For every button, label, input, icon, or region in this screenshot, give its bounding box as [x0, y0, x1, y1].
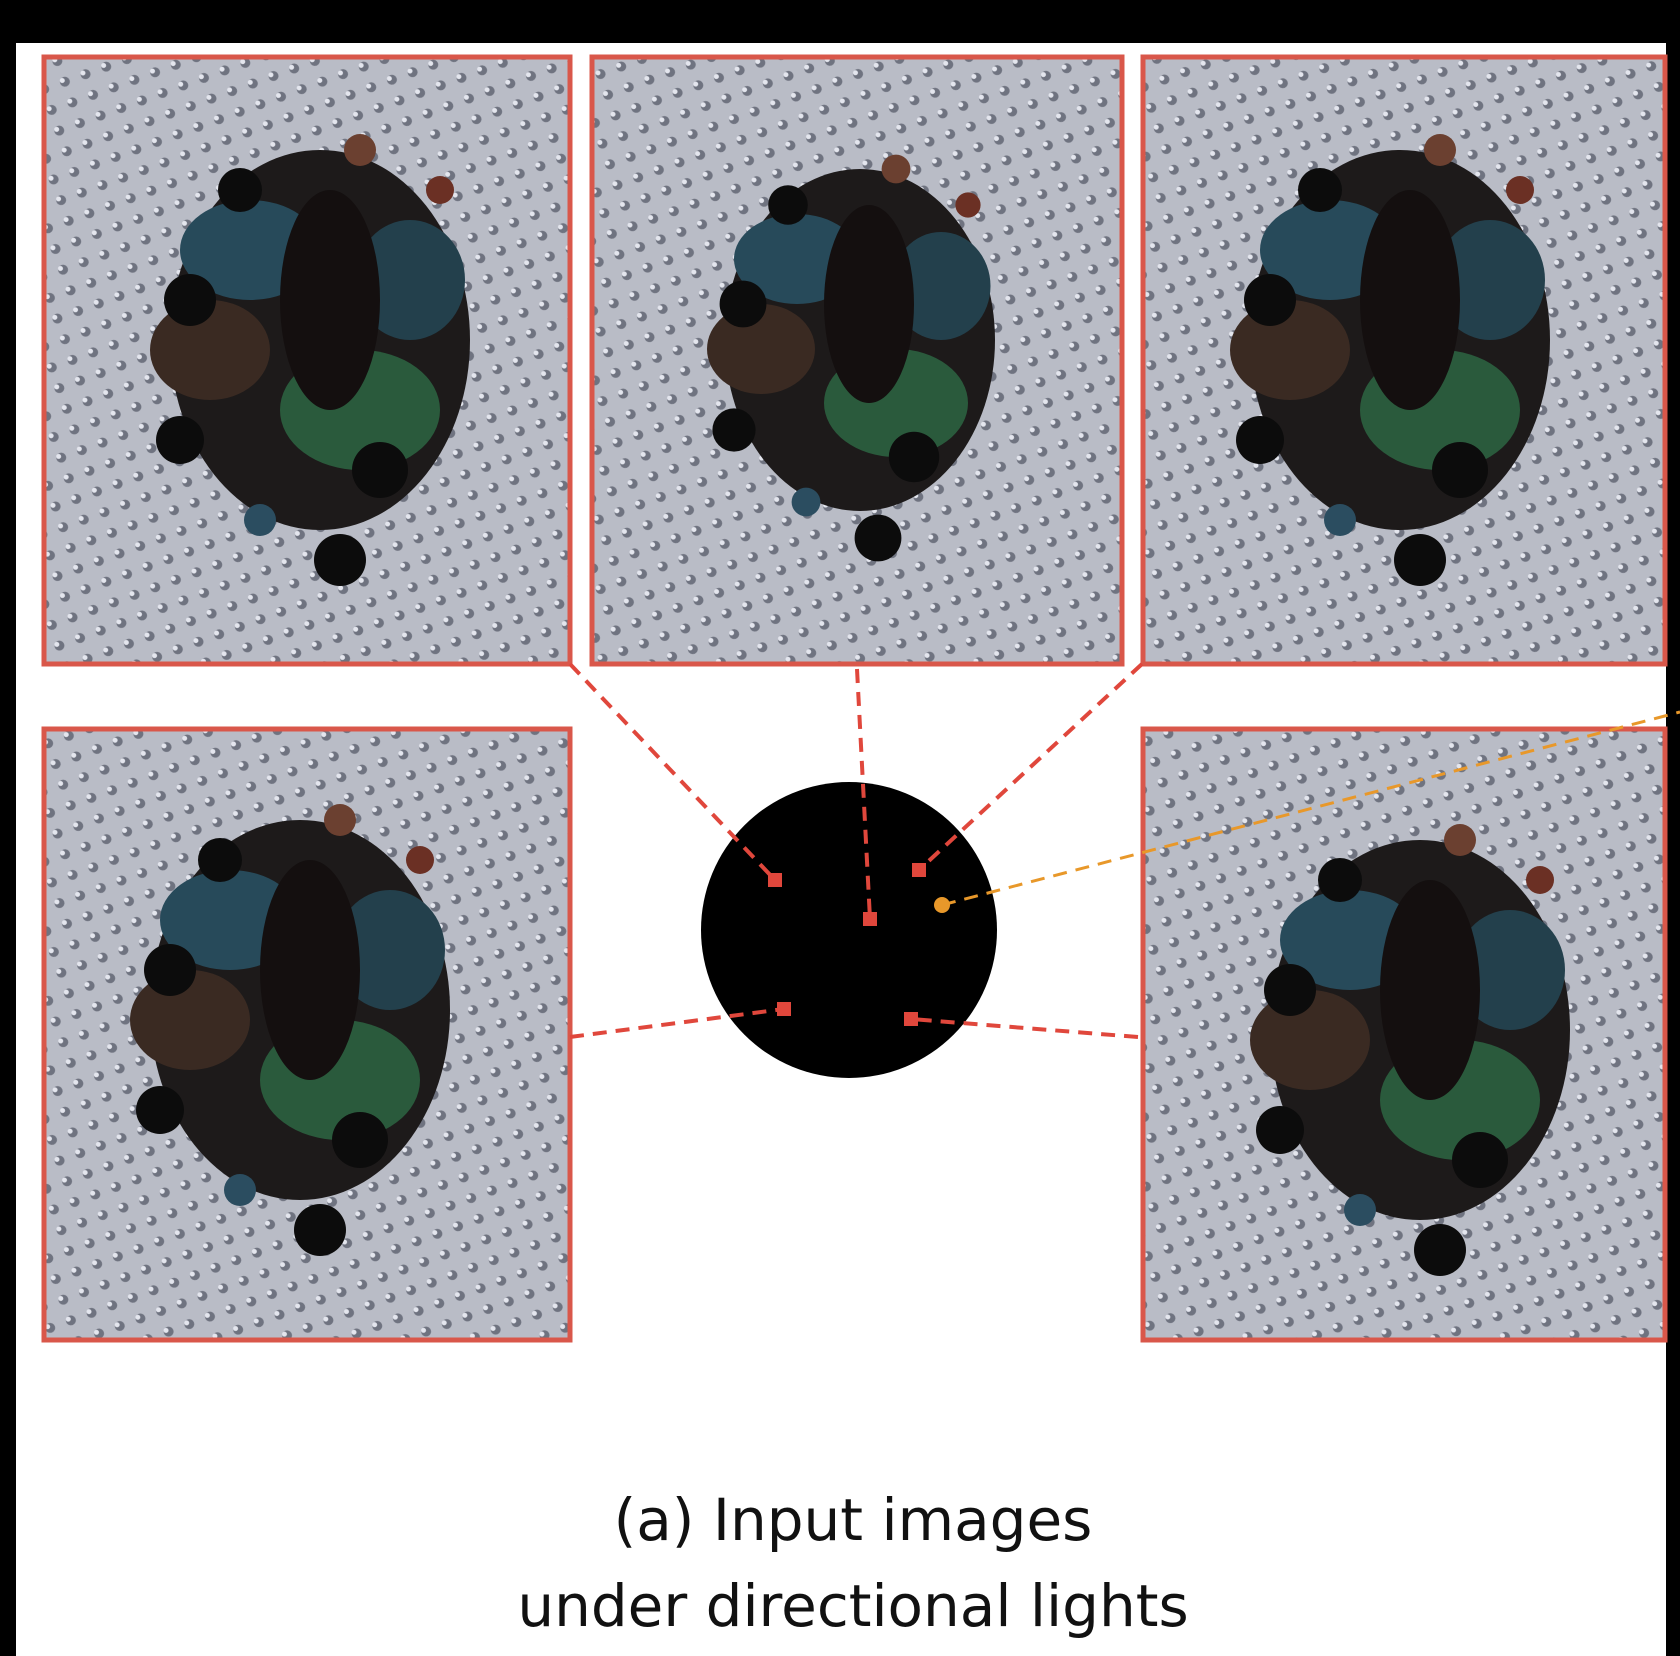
- figure: (a) Input images under directional light…: [0, 0, 1680, 1656]
- caption-line: (a) Input images: [614, 1486, 1093, 1554]
- frame-edge: [0, 0, 16, 1656]
- image-panel: [1143, 57, 1665, 664]
- page: (a) Input images under directional light…: [0, 0, 1680, 1656]
- caption-line: under directional lights: [517, 1572, 1188, 1640]
- light-sphere: [701, 782, 997, 1078]
- image-panel: [44, 729, 570, 1340]
- frame-edge: [1666, 0, 1680, 1656]
- image-panel: [592, 57, 1122, 664]
- image-panel: [44, 57, 570, 664]
- image-panel: [1143, 729, 1665, 1340]
- highlight-dot: [934, 897, 950, 913]
- frame-edge: [0, 0, 1680, 43]
